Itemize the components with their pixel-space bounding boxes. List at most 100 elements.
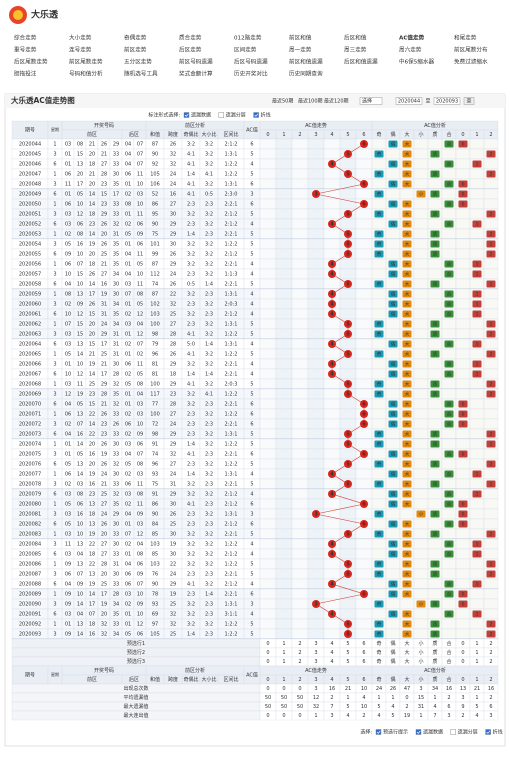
preselect-hint[interactable]: 6	[362, 659, 365, 665]
preselect-hint[interactable]: 小	[418, 640, 423, 647]
preselect-hint[interactable]: 2	[298, 659, 301, 665]
nav-link[interactable]: 周六走势	[399, 46, 422, 54]
preselect-hint[interactable]: 2	[298, 641, 301, 647]
recent-link[interactable]: 最近120期	[324, 98, 349, 105]
checkbox[interactable]	[450, 729, 456, 735]
preselect-hint[interactable]: 0	[461, 650, 464, 656]
nav-link[interactable]: 综合走势	[14, 34, 37, 42]
preselect-hint[interactable]: 奇	[376, 640, 381, 647]
nav-link[interactable]: 后区和值遗漏	[344, 58, 378, 66]
preselect-hint[interactable]: 1	[282, 650, 285, 656]
nav-link[interactable]: 周一走势	[289, 46, 312, 54]
nav-link[interactable]: 历史开奖对比	[234, 70, 268, 78]
nav-link[interactable]: 前区和值遗漏	[289, 58, 323, 66]
preselect-hint[interactable]: 4	[330, 650, 333, 656]
checkbox[interactable]	[218, 112, 225, 118]
checkbox[interactable]	[375, 729, 382, 735]
preselect-hint[interactable]: 6	[362, 650, 365, 656]
preselect-hint[interactable]: 奇	[376, 658, 381, 665]
nav-link[interactable]: 连号走势	[69, 46, 92, 54]
preselect-hint[interactable]: 3	[314, 650, 317, 656]
preselect-hint[interactable]: 0	[266, 659, 269, 665]
checkbox[interactable]	[485, 729, 491, 735]
preselect-hint[interactable]: 奇	[376, 649, 381, 656]
query-label[interactable]: 查	[466, 98, 471, 105]
query-button[interactable]	[463, 97, 475, 105]
from-input[interactable]	[395, 97, 423, 105]
nav-link[interactable]: 号码和值分析	[69, 70, 103, 78]
checkbox[interactable]	[415, 729, 422, 735]
preselect-hint[interactable]: 质	[432, 640, 437, 647]
select-label[interactable]: 选择	[362, 98, 372, 105]
from-value[interactable]: 2020044	[398, 99, 420, 105]
checkbox-label[interactable]: 遗漏分层	[458, 729, 478, 736]
nav-link[interactable]: 大小走势	[69, 34, 92, 42]
nav-link[interactable]: 后区走势	[179, 46, 202, 54]
preselect-hint[interactable]: 合	[446, 658, 451, 665]
checkbox-label[interactable]: 遗漏分层	[226, 112, 246, 119]
nav-link[interactable]: 前区号码遗漏	[179, 58, 213, 66]
checkbox[interactable]	[183, 112, 190, 118]
nav-link[interactable]: 五分区走势	[124, 58, 152, 66]
preselect-hint[interactable]: 3	[314, 641, 317, 647]
preselect-hint[interactable]: 2	[489, 659, 492, 665]
preselect-hint[interactable]: 1	[475, 641, 478, 647]
preselect-hint[interactable]: 质	[432, 658, 437, 665]
preselect-hint[interactable]: 5	[346, 650, 349, 656]
preselect-hint[interactable]: 大	[404, 640, 409, 647]
preselect-hint[interactable]: 大	[404, 658, 409, 665]
checkbox-label[interactable]: 遗漏数据	[423, 729, 443, 736]
nav-link[interactable]: 随机选号工具	[124, 70, 158, 78]
nav-link[interactable]: 奖式金额计算	[179, 70, 213, 78]
preselect-hint[interactable]: 6	[362, 641, 365, 647]
preselect-hint[interactable]: 1	[475, 659, 478, 665]
preselect-hint[interactable]: 大	[404, 649, 409, 656]
nav-link[interactable]: 奇偶走势	[124, 34, 147, 42]
preselect-hint[interactable]: 合	[446, 649, 451, 656]
preselect-hint[interactable]: 5	[346, 641, 349, 647]
nav-link[interactable]: 周三走势	[344, 46, 367, 54]
nav-link[interactable]: 012路走势	[234, 34, 262, 42]
preselect-hint[interactable]: 1	[282, 641, 285, 647]
preselect-hint[interactable]: 偶	[390, 658, 395, 665]
checkbox-label[interactable]: 折线	[493, 729, 503, 736]
checkbox-label[interactable]: 折线	[261, 112, 271, 119]
nav-link[interactable]: 质合走势	[179, 34, 202, 42]
select-box[interactable]	[359, 97, 383, 105]
checkbox-label[interactable]: 预选行提示	[383, 729, 408, 736]
nav-link[interactable]: 后区号码遗漏	[234, 58, 268, 66]
preselect-hint[interactable]: 1	[475, 650, 478, 656]
preselect-hint[interactable]: 偶	[390, 640, 395, 647]
preselect-hint[interactable]: 2	[489, 650, 492, 656]
nav-link[interactable]: 前区尾数走势	[69, 58, 103, 66]
nav-link[interactable]: 后区尾数走势	[14, 58, 48, 66]
preselect-hint[interactable]: 小	[418, 649, 423, 656]
preselect-hint[interactable]: 质	[432, 649, 437, 656]
nav-link[interactable]: 重号走势	[14, 46, 37, 54]
preselect-hint[interactable]: 2	[489, 641, 492, 647]
preselect-hint[interactable]: 0	[266, 641, 269, 647]
preselect-hint[interactable]: 小	[418, 658, 423, 665]
nav-link[interactable]: 免费过滤缩水	[454, 58, 488, 66]
preselect-hint[interactable]: 2	[298, 650, 301, 656]
nav-link[interactable]: 前区和值	[289, 34, 312, 42]
nav-link[interactable]: 中6保5缩水器	[399, 58, 434, 66]
checkbox[interactable]	[253, 112, 259, 118]
nav-link[interactable]: 胆拖投注	[14, 70, 37, 78]
to-value[interactable]: 2020093	[436, 99, 458, 105]
preselect-hint[interactable]: 5	[346, 659, 349, 665]
nav-link[interactable]: 后区和值	[344, 34, 367, 42]
nav-link[interactable]: 和尾走势	[454, 34, 477, 42]
nav-link[interactable]: 区间走势	[234, 46, 257, 54]
to-input[interactable]	[433, 97, 461, 105]
preselect-hint[interactable]: 1	[282, 659, 285, 665]
recent-link[interactable]: 最近100期	[298, 98, 323, 105]
nav-link[interactable]: AC值走势	[399, 34, 425, 42]
checkbox-label[interactable]: 遗漏数据	[191, 112, 211, 119]
preselect-hint[interactable]: 0	[461, 641, 464, 647]
nav-link[interactable]: 前区尾数分布	[454, 46, 488, 54]
nav-link[interactable]: 前区走势	[124, 46, 147, 54]
preselect-hint[interactable]: 3	[314, 659, 317, 665]
nav-link[interactable]: 历史同期查询	[289, 70, 323, 78]
preselect-hint[interactable]: 4	[330, 641, 333, 647]
